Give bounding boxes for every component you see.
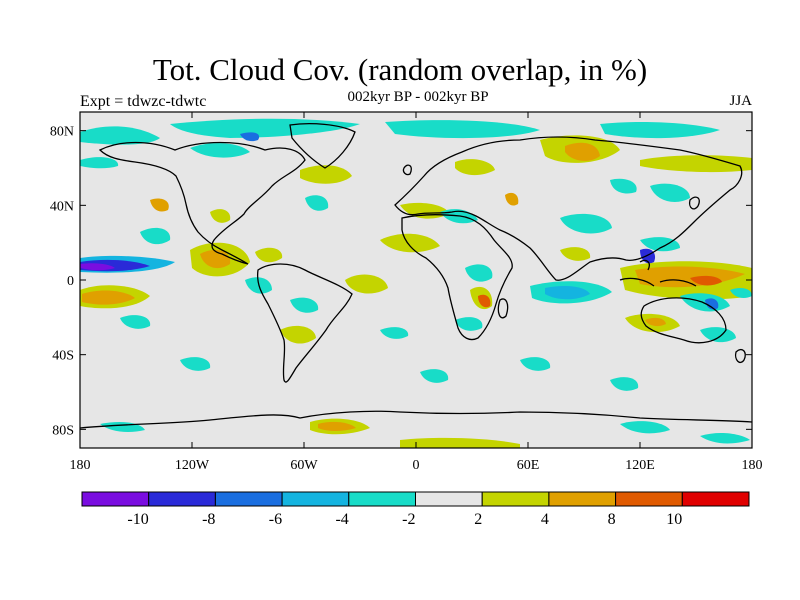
colorbar-label: -4 — [335, 511, 348, 528]
anomaly-patch — [305, 195, 329, 211]
anomaly-patch — [465, 264, 493, 282]
anomaly-patch — [255, 247, 283, 263]
coastline-madagascar — [497, 298, 509, 319]
anomaly-patch — [150, 198, 169, 212]
anomaly-patch — [180, 357, 211, 371]
anomaly-patch — [120, 315, 151, 329]
colorbar-label: 10 — [666, 511, 682, 528]
colorbar-swatch — [481, 491, 550, 507]
coastline-new-zealand — [734, 348, 746, 364]
colorbar-label: -8 — [202, 511, 215, 528]
colorbar-swatch — [681, 491, 750, 507]
anomaly-patch — [240, 132, 260, 142]
anomaly-patch — [640, 155, 752, 173]
anomaly-patch — [300, 165, 352, 184]
lon-tick-label: 180 — [742, 458, 763, 473]
anomaly-patch — [80, 263, 115, 271]
lat-tick-label: 40S — [52, 349, 74, 364]
coastline-antarctica — [80, 410, 752, 429]
anomaly-patch — [380, 327, 409, 339]
colorbar-label: 8 — [608, 511, 616, 528]
lat-tick-label: 80N — [50, 125, 74, 140]
latitude-ticks: 80N 40N 0 40S 80S — [50, 125, 752, 438]
coastline-north-america — [98, 141, 306, 265]
anomaly-patch — [690, 275, 722, 286]
anomaly-patch — [280, 325, 316, 344]
anomaly-patch — [560, 247, 591, 261]
coastline-africa — [401, 214, 513, 341]
coastline-japan — [688, 196, 700, 210]
anomaly-patch — [318, 421, 356, 431]
anomaly-patch — [290, 297, 319, 313]
lon-tick-label: 120E — [625, 458, 655, 473]
anomaly-patch — [420, 369, 449, 383]
anomaly-patch — [455, 317, 483, 331]
coastlines — [80, 123, 752, 429]
colorbar-swatch — [415, 491, 483, 507]
anomaly-patch — [610, 377, 639, 391]
colorbar-label: 4 — [541, 511, 549, 528]
anomaly-patch — [385, 120, 540, 139]
lon-tick-label: 120W — [175, 458, 210, 473]
anomaly-patch — [730, 288, 752, 298]
anomaly-patch — [565, 142, 600, 161]
colorbar-swatch — [214, 491, 283, 507]
lat-tick-label: 0 — [67, 274, 74, 289]
lon-tick-label: 60E — [517, 458, 540, 473]
coastline-uk — [402, 164, 412, 176]
colorbar-swatch — [548, 491, 617, 507]
coastline-eurasia — [394, 136, 743, 281]
anomaly-patch — [620, 421, 670, 434]
anomaly-patch — [645, 317, 666, 327]
anomaly-patch — [478, 294, 491, 308]
colorbar-label: -2 — [402, 511, 415, 528]
lon-tick-label: 0 — [413, 458, 420, 473]
anomaly-patch — [705, 298, 719, 310]
colorbar-swatch — [348, 491, 416, 507]
map-subtitle: 002kyr BP - 002kyr BP — [347, 89, 489, 105]
anomaly-patch — [400, 437, 520, 448]
coastline-south-america — [256, 263, 353, 383]
lat-tick-label: 80S — [52, 423, 74, 438]
season-label: JJA — [729, 93, 752, 109]
lon-tick-label: 180 — [70, 458, 91, 473]
colorbar-label: -6 — [269, 511, 282, 528]
anomaly-patch — [600, 122, 720, 139]
anomaly-patch — [700, 433, 750, 444]
anomaly-patch — [82, 290, 135, 305]
anomaly-patch — [455, 159, 495, 176]
anomaly-patch — [610, 178, 637, 194]
anomaly-patch — [640, 237, 680, 252]
colorbar-swatch — [615, 491, 683, 507]
lon-tick-label: 60W — [290, 458, 318, 473]
colorbar-label: 2 — [474, 511, 482, 528]
anomaly-patch — [345, 274, 388, 294]
anomaly-patch — [650, 183, 690, 202]
anomaly-patch — [80, 157, 119, 169]
colorbar-label: -10 — [127, 511, 148, 528]
anomaly-patch — [210, 209, 231, 223]
colorbar-swatch — [81, 491, 150, 507]
longitude-ticks: 180 120W 60W 0 60E 120E 180 — [70, 112, 763, 473]
anomaly-patch — [80, 126, 160, 145]
anomaly-patch — [380, 233, 440, 253]
lat-tick-label: 40N — [50, 199, 74, 214]
experiment-label: Expt = tdwzc-tdwtc — [80, 93, 207, 110]
colorbar-swatch — [281, 491, 350, 507]
anomaly-patch — [505, 192, 519, 206]
coastline-australia — [640, 297, 727, 344]
anomaly-patch — [700, 327, 736, 343]
coastline-indonesia — [619, 259, 697, 287]
anomaly-patch — [545, 286, 590, 300]
anomaly-patch — [140, 227, 171, 245]
map-title: Tot. Cloud Cov. (random overlap, in %) — [152, 52, 648, 87]
anomaly-patch — [560, 213, 612, 234]
anomaly-patch — [190, 143, 250, 158]
colorbar: -10 -8 -6 -4 -2 2 4 8 10 — [81, 491, 750, 528]
anomaly-patch — [520, 357, 551, 371]
colorbar-swatch — [148, 491, 216, 507]
coastline-greenland — [289, 123, 356, 169]
